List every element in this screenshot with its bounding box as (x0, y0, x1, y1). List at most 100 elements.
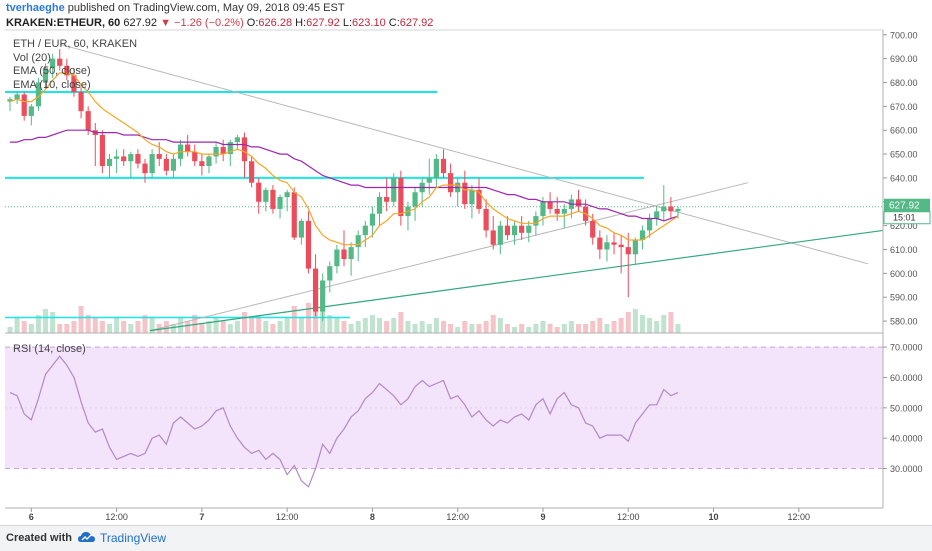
volume-bar (483, 321, 489, 333)
publish-line: tverhaeghe published on TradingView.com,… (6, 2, 345, 14)
time-tick-label: 8 (370, 512, 375, 522)
price-tick-label: 620.00 (890, 221, 918, 231)
candle-body (270, 189, 276, 209)
candle-body (412, 192, 418, 207)
candle-body (113, 156, 120, 159)
volume-bar (220, 321, 226, 333)
candle-body (142, 163, 148, 174)
candle-body (440, 158, 447, 174)
volume-bars (7, 297, 681, 333)
volume-bar (21, 321, 27, 333)
legend-volume[interactable]: Vol (20) (13, 51, 51, 64)
volume-bar (426, 324, 432, 333)
volume-bar (519, 324, 525, 333)
volume-bar (462, 321, 468, 333)
price-change: ▼ −1.26 (−0.2%) (160, 17, 244, 29)
candle-body (391, 177, 397, 202)
candle-body (185, 144, 191, 152)
candle-body (192, 151, 198, 162)
candle-body (35, 82, 42, 107)
candle-body (156, 154, 162, 159)
candle-body (213, 146, 219, 157)
candle-body (540, 201, 546, 217)
candle-body (490, 230, 496, 245)
created-with-label: Created with (6, 532, 73, 544)
volume-bar (227, 324, 233, 333)
volume-bar (327, 315, 333, 333)
trend-lines (5, 43, 884, 332)
volume-bar (568, 321, 574, 333)
countdown-badge-value: 15:01 (893, 213, 916, 223)
candle-body (341, 249, 347, 260)
tradingview-cloud-icon (78, 532, 95, 542)
volume-bar (533, 324, 539, 333)
author-link[interactable]: tverhaeghe (6, 2, 65, 14)
volume-bar (199, 324, 205, 333)
volume-bar (504, 324, 510, 333)
time-tick-label: 12:00 (446, 512, 469, 522)
volume-bar (92, 318, 98, 333)
candle-body (646, 218, 653, 231)
volume-bar (291, 306, 297, 333)
candle-body (284, 192, 290, 198)
volume-bar (99, 321, 105, 333)
candle-body (149, 154, 155, 174)
candle-body (57, 58, 63, 66)
legend-title[interactable]: ETH / EUR, 60, KRAKEN (13, 38, 138, 50)
candle-body (170, 158, 177, 171)
volume-bar (128, 324, 134, 333)
chart-canvas[interactable]: 700.00690.00680.00670.00660.00650.00640.… (0, 0, 932, 525)
volume-bar (604, 324, 610, 333)
candle-body (469, 189, 475, 205)
candle-body (128, 154, 134, 162)
legend-rsi[interactable]: RSI (14, close) (13, 343, 86, 355)
rsi-tick-label: 60.0000 (890, 373, 923, 383)
low-label: L: (342, 17, 353, 29)
volume-bar (448, 324, 454, 333)
volume-bar (57, 324, 63, 333)
volume-bar (149, 318, 155, 333)
volume-bar (647, 318, 653, 333)
candle-body (241, 137, 248, 162)
candle-body (256, 182, 262, 202)
volume-bar (249, 318, 255, 333)
candlesticks (7, 49, 681, 322)
candle-body (632, 239, 638, 255)
volume-bar (284, 318, 290, 333)
candle-body (376, 197, 383, 214)
candle-body (661, 206, 667, 212)
candle-body (625, 247, 631, 255)
legend-ema10[interactable]: EMA (10, close) (13, 78, 91, 91)
legend-ema50[interactable]: EMA (50, close) (13, 65, 91, 77)
rsi-path (9, 355, 679, 488)
candle-body (575, 199, 582, 207)
volume-bar (206, 321, 212, 333)
volume-bar (625, 312, 631, 333)
candle-body (561, 208, 567, 214)
rsi-line (9, 355, 679, 488)
volume-bar (263, 321, 269, 333)
candle-body (511, 225, 518, 236)
tradingview-brand-link[interactable]: TradingView (100, 531, 167, 545)
volume-bar (298, 318, 304, 333)
candle-body (462, 182, 468, 205)
published-text: published on TradingView.com, May 09, 20… (67, 2, 345, 14)
open-value: 626.28 (258, 17, 293, 29)
candle-body (604, 242, 610, 250)
candle-body (71, 75, 77, 93)
volume-bar (391, 318, 397, 333)
ema-lines (9, 72, 679, 246)
volume-bar (440, 321, 446, 333)
time-tick-label: 7 (199, 512, 204, 522)
volume-bar (490, 315, 496, 333)
rsi-tick-label: 70.0000 (890, 343, 923, 353)
price-tick-label: 660.00 (890, 126, 918, 136)
time-tick-label: 12:00 (276, 512, 299, 522)
volume-bar (576, 324, 582, 333)
candle-body (206, 156, 212, 166)
ascending-channel-line (149, 182, 749, 332)
candle-body (355, 235, 361, 248)
candle-body (28, 106, 34, 116)
candle-body (348, 247, 354, 260)
candle-body (675, 208, 681, 212)
